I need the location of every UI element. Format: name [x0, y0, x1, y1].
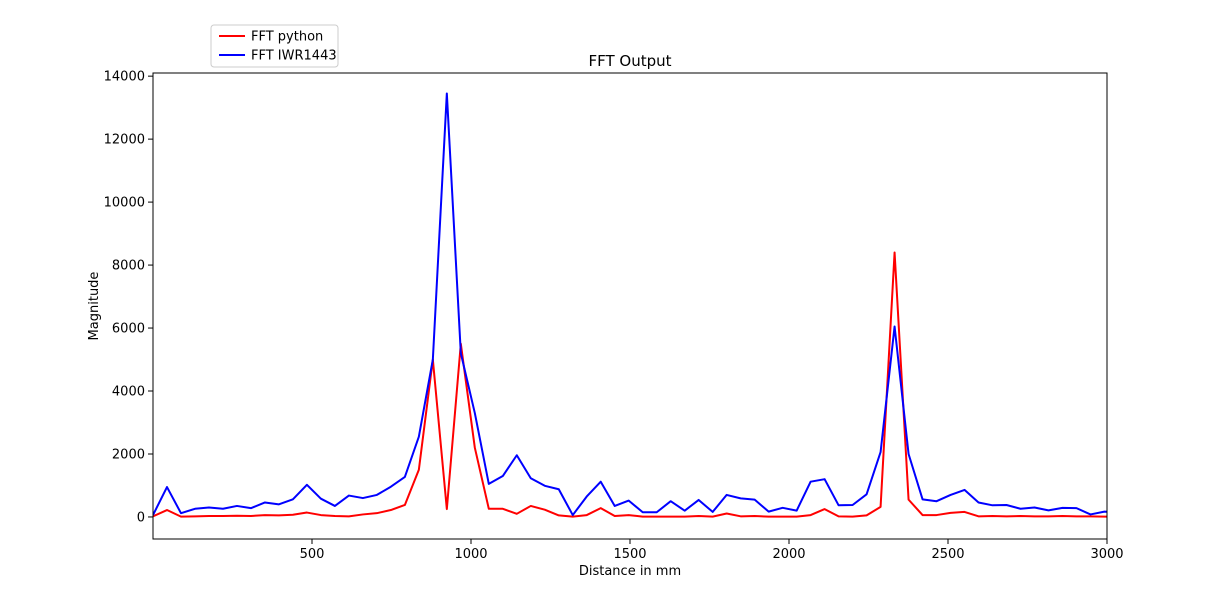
- y-tick-label: 4000: [112, 385, 145, 400]
- legend-label: FFT IWR1443: [251, 49, 337, 64]
- series-layer: [153, 92, 1107, 518]
- legend: FFT python FFT IWR1443: [210, 24, 339, 68]
- series-line-1: [153, 251, 1107, 518]
- plot-frame: [152, 72, 1108, 540]
- series-line-2: [153, 92, 1107, 517]
- x-tick-label: 2000: [772, 547, 805, 562]
- x-tick-label: 500: [300, 547, 325, 562]
- y-axis-label: Magnitude: [87, 272, 102, 341]
- x-tick-label: 2500: [931, 547, 964, 562]
- y-tick-label: 0: [137, 510, 145, 525]
- x-tick-label: 1500: [613, 547, 646, 562]
- x-tick-label: 3000: [1090, 547, 1123, 562]
- y-axis: 0 2000 4000 6000 8000 10000 12000 14000: [104, 70, 153, 525]
- y-tick-label: 8000: [112, 259, 145, 274]
- chart-title: FFT Output: [588, 52, 671, 70]
- y-tick-label: 6000: [112, 322, 145, 337]
- y-tick-label: 10000: [104, 196, 145, 211]
- x-axis-label: Distance in mm: [579, 564, 681, 579]
- x-axis: 500 1000 1500 2000 2500 3000: [300, 539, 1124, 562]
- x-tick-label: 1000: [454, 547, 487, 562]
- y-tick-label: 2000: [112, 447, 145, 462]
- legend-label: FFT python: [251, 30, 323, 45]
- y-tick-label: 14000: [104, 70, 145, 85]
- y-tick-label: 12000: [104, 133, 145, 148]
